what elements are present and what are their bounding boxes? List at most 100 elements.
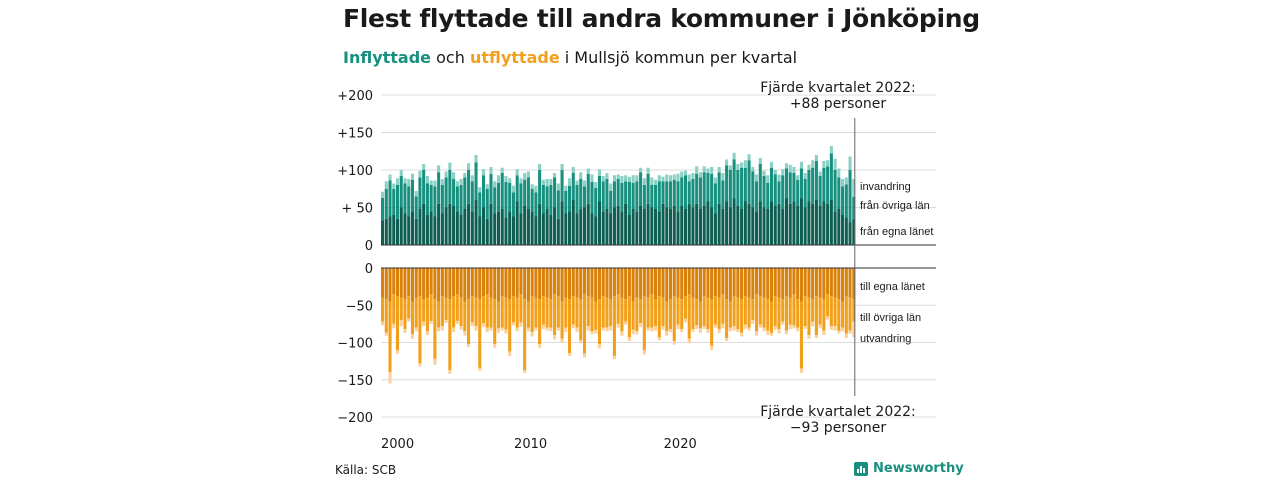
bar-in-2 <box>676 173 680 182</box>
bar-out-0 <box>459 268 463 298</box>
bar-out-2 <box>437 327 441 332</box>
brand-logo: Newsworthy <box>854 461 964 476</box>
bar-out-2 <box>463 331 467 336</box>
bar-out-2 <box>388 372 392 384</box>
bar-in-2 <box>728 165 732 170</box>
bar-out-0 <box>848 268 852 298</box>
bar-in-2 <box>784 163 789 169</box>
bar-out-2 <box>661 326 665 330</box>
bar-out-2 <box>403 329 407 333</box>
bar-out-2 <box>732 326 736 331</box>
bar-in-2 <box>762 170 766 176</box>
bar-out-1 <box>545 297 549 328</box>
bar-in-0 <box>661 203 665 245</box>
bar-in-0 <box>627 215 631 245</box>
bar-in-2 <box>691 173 695 179</box>
bar-out-2 <box>695 325 699 330</box>
bar-in-1 <box>553 177 557 208</box>
bar-out-2 <box>740 332 744 337</box>
bar-out-1 <box>429 294 433 321</box>
bar-out-0 <box>713 268 717 297</box>
bar-out-2 <box>500 327 504 331</box>
bar-in-0 <box>481 207 486 245</box>
bar-out-1 <box>725 299 729 339</box>
bar-out-2 <box>702 326 706 330</box>
bar-out-2 <box>407 318 411 322</box>
bar-out-2 <box>713 324 717 328</box>
bar-in-2 <box>635 175 639 182</box>
bar-in-0 <box>564 213 568 245</box>
bar-in-2 <box>429 180 433 185</box>
bar-out-0 <box>777 268 781 298</box>
bar-out-2 <box>631 329 635 335</box>
bar-out-0 <box>463 268 467 302</box>
bar-in-1 <box>687 181 691 204</box>
bar-out-2 <box>822 330 826 336</box>
bar-out-2 <box>766 330 770 336</box>
bar-out-0 <box>803 268 807 297</box>
bar-in-1 <box>493 187 497 214</box>
bar-in-1 <box>822 167 826 202</box>
bar-out-2 <box>515 327 519 332</box>
bar-in-2 <box>388 174 392 181</box>
bar-in-1 <box>777 181 781 204</box>
bar-out-2 <box>481 323 486 327</box>
bar-in-0 <box>601 211 605 245</box>
bar-in-0 <box>605 209 609 245</box>
bar-out-2 <box>743 324 747 330</box>
bar-out-0 <box>639 268 643 300</box>
bar-in-1 <box>410 179 414 212</box>
bar-in-0 <box>631 209 635 245</box>
bar-in-2 <box>564 185 568 191</box>
bar-in-0 <box>672 206 676 245</box>
bar-out-0 <box>519 268 523 295</box>
bar-in-2 <box>437 165 441 173</box>
bar-in-0 <box>519 213 523 245</box>
bar-in-0 <box>504 218 508 245</box>
bar-in-0 <box>541 213 545 245</box>
bar-in-2 <box>751 167 755 172</box>
axes <box>381 118 936 396</box>
bar-out-0 <box>672 268 676 297</box>
bar-in-0 <box>814 200 818 245</box>
bar-out-0 <box>493 268 497 300</box>
bar-in-2 <box>627 176 631 182</box>
bar-out-0 <box>541 268 545 297</box>
bar-in-0 <box>444 207 448 245</box>
bar-out-2 <box>717 329 721 333</box>
bar-out-0 <box>751 268 755 300</box>
bar-in-1 <box>702 172 706 206</box>
bar-out-2 <box>706 329 710 333</box>
bar-in-2 <box>661 176 665 182</box>
bar-out-0 <box>818 268 822 298</box>
bar-out-1 <box>676 297 680 325</box>
bar-in-0 <box>751 207 755 245</box>
bar-out-2 <box>762 327 766 332</box>
bar-in-2 <box>545 179 549 187</box>
bar-out-1 <box>680 299 684 330</box>
bar-in-1 <box>657 181 661 212</box>
bar-out-0 <box>381 268 385 298</box>
bar-out-0 <box>755 268 759 295</box>
bar-out-2 <box>781 321 785 325</box>
bar-out-2 <box>474 326 478 331</box>
bar-in-0 <box>698 209 702 245</box>
bar-out-1 <box>620 297 624 332</box>
bar-in-2 <box>721 173 725 181</box>
bar-in-2 <box>796 175 800 180</box>
bar-out-2 <box>751 320 755 324</box>
bar-in-0 <box>571 200 575 245</box>
bar-out-2 <box>523 370 527 374</box>
bar-in-1 <box>788 172 792 204</box>
bar-in-0 <box>755 211 759 245</box>
bar-out-2 <box>788 324 792 330</box>
bar-out-1 <box>848 297 852 331</box>
bar-in-2 <box>511 185 515 193</box>
bar-out-1 <box>803 296 807 327</box>
bar-out-1 <box>721 294 725 324</box>
bar-in-1 <box>414 196 418 219</box>
bar-in-0 <box>388 216 392 245</box>
bar-out-1 <box>650 294 654 328</box>
bar-in-2 <box>713 177 717 184</box>
bar-out-2 <box>796 327 800 332</box>
